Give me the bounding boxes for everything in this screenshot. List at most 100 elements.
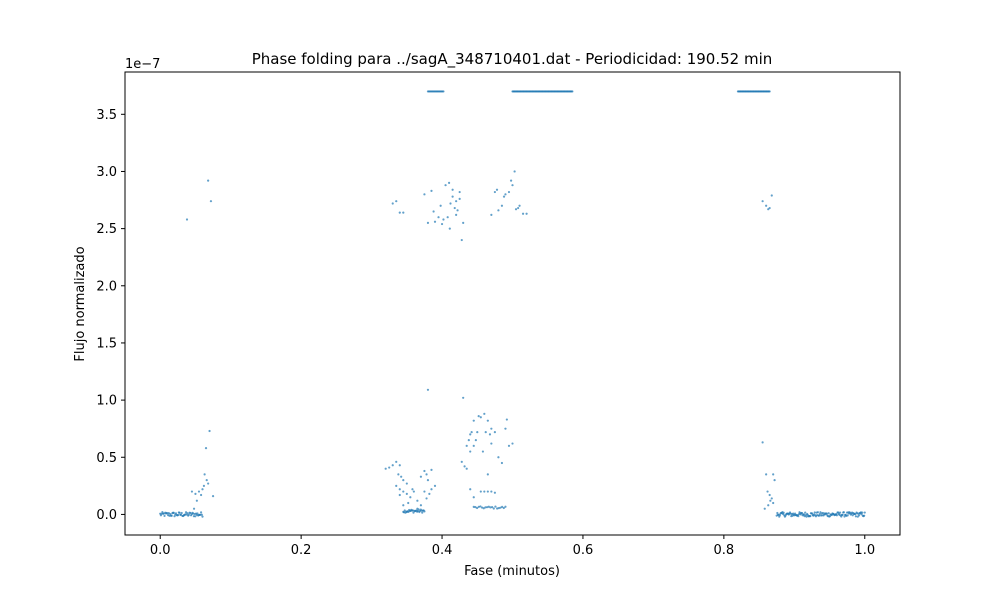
- data-point: [502, 195, 506, 198]
- data-point: [196, 512, 199, 515]
- data-point: [204, 447, 208, 450]
- data-point: [397, 473, 400, 476]
- data-point: [423, 510, 426, 513]
- data-point: [180, 511, 183, 515]
- data-point: [430, 189, 433, 192]
- data-point: [768, 493, 771, 497]
- y-tick-label: 1.5: [96, 336, 117, 351]
- data-point: [173, 515, 176, 518]
- data-point: [772, 473, 775, 476]
- data-point: [472, 496, 475, 499]
- data-point: [761, 441, 764, 444]
- data-point: [395, 460, 398, 463]
- data-point: [458, 190, 461, 194]
- data-point: [197, 490, 201, 493]
- data-point: [835, 514, 839, 517]
- plot-area-frame: [124, 71, 901, 536]
- data-point: [456, 209, 459, 212]
- data-point: [818, 512, 821, 516]
- data-point: [472, 444, 475, 447]
- y-tick-label: 2.5: [96, 222, 117, 237]
- data-point: [190, 490, 194, 493]
- data-point: [405, 492, 408, 495]
- data-point: [209, 200, 213, 203]
- data-point: [437, 216, 440, 219]
- data-point: [841, 513, 844, 516]
- data-point: [465, 467, 468, 470]
- data-point: [490, 213, 493, 216]
- data-point: [501, 505, 504, 508]
- data-point: [442, 218, 445, 221]
- data-point: [843, 515, 846, 518]
- data-point: [765, 473, 768, 476]
- data-point: [518, 204, 521, 207]
- y-axis-offset-text: 1e−7: [125, 57, 160, 72]
- data-point: [778, 514, 781, 517]
- data-point: [809, 515, 812, 518]
- data-point: [467, 439, 470, 442]
- data-point: [486, 490, 489, 493]
- data-point: [433, 484, 437, 487]
- data-point: [388, 466, 391, 469]
- data-point: [490, 442, 493, 445]
- data-point: [451, 195, 454, 198]
- x-tick-label: 1.0: [854, 543, 875, 558]
- data-point: [816, 511, 819, 514]
- data-point: [860, 513, 863, 516]
- data-point: [469, 450, 472, 453]
- data-point: [211, 495, 215, 498]
- x-tick-label: 0.8: [714, 543, 735, 558]
- data-point: [500, 461, 504, 465]
- data-point: [416, 507, 419, 510]
- data-point: [782, 511, 785, 514]
- data-point: [479, 505, 482, 508]
- data-point: [517, 206, 520, 210]
- data-point: [479, 490, 482, 493]
- data-point: [494, 505, 497, 508]
- data-point: [828, 515, 832, 518]
- x-tick-label: 0.4: [432, 543, 453, 558]
- data-point: [476, 431, 479, 434]
- x-tick-label: 0.2: [291, 543, 312, 558]
- data-point: [453, 206, 456, 210]
- data-point: [472, 505, 475, 508]
- data-point: [391, 464, 394, 467]
- data-point: [442, 90, 445, 93]
- x-tick-label: 0.6: [573, 543, 594, 558]
- data-point: [800, 511, 804, 515]
- y-axis: 0.0 0.5 1.0 1.5 2.0 2.5 3.0 3.5: [96, 108, 125, 523]
- data-point: [469, 433, 472, 436]
- data-point: [411, 488, 414, 491]
- data-point: [425, 473, 428, 476]
- data-point: [493, 491, 496, 494]
- data-point: [412, 490, 415, 493]
- data-point: [433, 220, 437, 223]
- data-point: [483, 490, 486, 493]
- data-point: [170, 514, 173, 517]
- y-tick-label: 1.0: [96, 394, 117, 409]
- data-point: [163, 514, 166, 518]
- data-point: [509, 179, 513, 182]
- data-point: [419, 504, 423, 507]
- data-point: [201, 515, 204, 518]
- x-axis: 0.0 0.2 0.4 0.6 0.8 1.0: [150, 535, 875, 558]
- data-point: [768, 206, 771, 210]
- data-point: [423, 490, 426, 493]
- data-point: [430, 468, 433, 471]
- data-point: [403, 509, 406, 512]
- data-point: [430, 488, 433, 491]
- data-point: [469, 488, 472, 491]
- data-point: [439, 204, 442, 207]
- data-point: [505, 418, 508, 421]
- data-point: [409, 496, 412, 499]
- data-point: [489, 506, 492, 509]
- data-point: [398, 211, 401, 214]
- data-point: [423, 193, 426, 196]
- data-point: [766, 490, 769, 493]
- data-point: [449, 202, 452, 205]
- data-point: [773, 479, 776, 482]
- data-point: [426, 479, 430, 482]
- data-point: [391, 202, 394, 205]
- data-point: [514, 208, 518, 211]
